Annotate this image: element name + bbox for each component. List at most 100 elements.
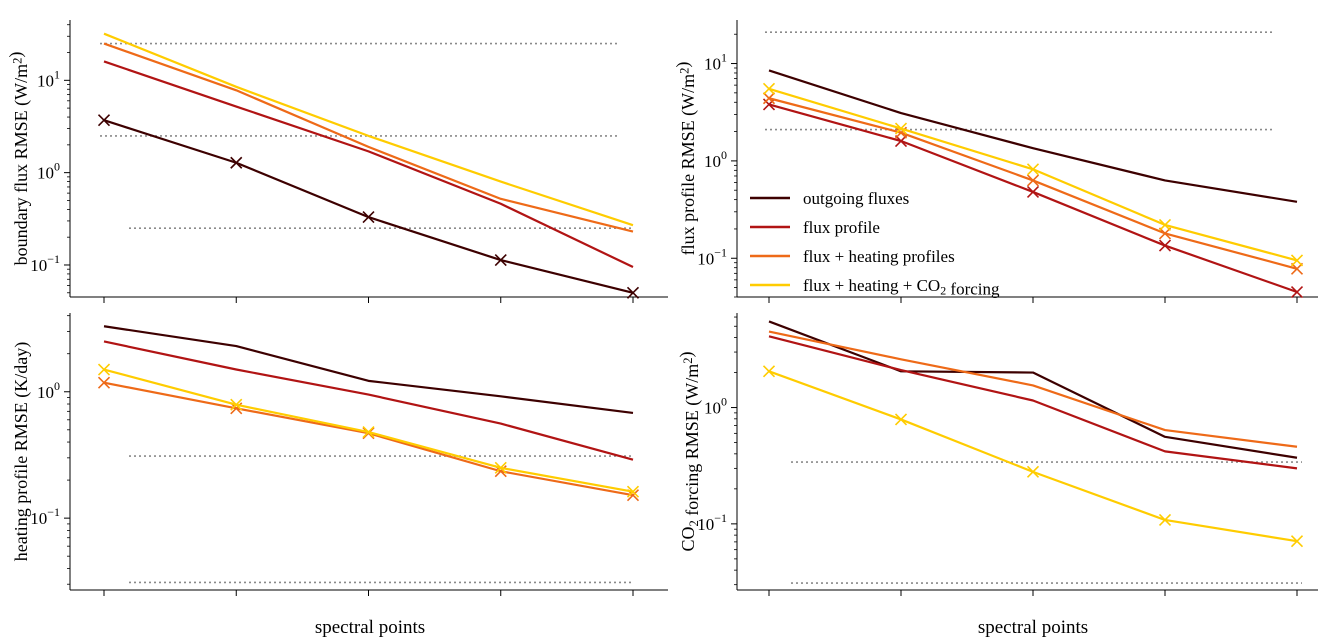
marker-stroke xyxy=(97,376,111,389)
data-point-marker xyxy=(230,156,243,169)
series-flux-profile xyxy=(762,98,1304,299)
y-tick-label: 100 xyxy=(704,148,727,171)
data-point-marker xyxy=(1158,513,1172,527)
series-flux-profile xyxy=(103,340,634,461)
series-flux-heating-co-forcing xyxy=(103,32,634,227)
y-tick-label: 100 xyxy=(37,379,60,402)
marker-stroke xyxy=(362,211,375,224)
y-axis-title: flux profile RMSE (W/m2) xyxy=(672,62,699,256)
marker-stroke xyxy=(762,82,776,95)
y-axis-title: heating profile RMSE (K/day) xyxy=(11,342,32,561)
marker-stroke xyxy=(1290,535,1304,548)
marker-stroke xyxy=(97,114,111,127)
series-flux-heating-co-forcing xyxy=(762,365,1304,548)
data-point-marker xyxy=(494,461,507,474)
y-tick-label: 100 xyxy=(704,395,727,418)
marker-stroke xyxy=(1026,465,1040,478)
legend-item: flux + heating profiles xyxy=(750,247,955,266)
data-point-marker xyxy=(762,365,776,378)
marker-stroke xyxy=(1026,185,1040,198)
series-line xyxy=(103,325,634,415)
marker-stroke xyxy=(1026,163,1040,176)
y-tick-label: 10−1 xyxy=(30,252,60,275)
marker-stroke xyxy=(1158,218,1172,231)
series-line xyxy=(768,97,1298,270)
data-point-marker xyxy=(362,425,375,439)
data-point-marker xyxy=(894,122,908,135)
series-outgoing-fluxes xyxy=(97,114,640,299)
marker-stroke xyxy=(1158,227,1172,240)
marker-stroke xyxy=(230,398,243,411)
series-flux-heating-profiles xyxy=(762,92,1304,275)
marker-stroke xyxy=(762,365,776,378)
data-point-marker xyxy=(1290,254,1304,267)
data-point-marker xyxy=(762,82,776,95)
legend-item: flux + heating + CO2 forcing xyxy=(750,276,1000,299)
marker-stroke xyxy=(230,156,243,169)
legend-item: flux profile xyxy=(750,218,880,237)
legend-label: flux profile xyxy=(803,218,880,237)
marker-stroke xyxy=(97,363,111,376)
data-point-marker xyxy=(894,413,908,426)
series-flux-heating-profiles xyxy=(103,42,634,233)
series-line xyxy=(768,320,1298,459)
data-point-marker xyxy=(97,376,111,389)
series-line xyxy=(768,370,1298,543)
y-tick-label: 10−1 xyxy=(697,245,727,268)
marker-stroke xyxy=(762,92,776,105)
marker-stroke xyxy=(626,489,640,502)
y-axis-title: boundary flux RMSE (W/m2) xyxy=(5,52,32,266)
series-line xyxy=(768,69,1298,203)
data-point-marker xyxy=(626,286,640,299)
legend: outgoing fluxes flux profile flux + heatin… xyxy=(750,189,1000,299)
series-line xyxy=(103,32,634,227)
series-flux-profile xyxy=(103,60,634,269)
series-line xyxy=(103,60,634,269)
series-outgoing-fluxes xyxy=(768,69,1298,203)
marker-stroke xyxy=(362,427,375,440)
marker-stroke xyxy=(1290,254,1304,267)
y-tick-label: 101 xyxy=(37,67,60,90)
series-flux-heating-co-forcing xyxy=(762,82,1304,267)
data-point-marker xyxy=(762,92,776,105)
marker-stroke xyxy=(494,461,507,474)
data-point-marker xyxy=(1158,227,1172,240)
series-flux-profile xyxy=(768,335,1298,470)
marker-stroke xyxy=(894,413,908,426)
legend-item: outgoing fluxes xyxy=(750,189,909,208)
data-point-marker xyxy=(626,485,640,498)
series-flux-heating-co-forcing xyxy=(97,363,640,498)
y-tick-label: 101 xyxy=(704,51,727,74)
data-point-marker xyxy=(97,114,111,127)
data-point-marker xyxy=(1158,218,1172,231)
x-axis-label-right: spectral points xyxy=(978,617,1088,638)
y-axis-title: CO2 forcing RMSE (W/m2) xyxy=(676,351,703,551)
y-tick-label: 10−1 xyxy=(30,505,60,528)
data-point-marker xyxy=(1290,285,1304,299)
legend-label: outgoing fluxes xyxy=(803,189,909,208)
data-point-marker xyxy=(1026,185,1040,198)
legend-label: flux + heating profiles xyxy=(803,247,955,266)
series-line xyxy=(103,42,634,233)
marker-stroke xyxy=(626,485,640,498)
marker-stroke xyxy=(1290,285,1304,299)
marker-stroke xyxy=(626,286,640,299)
data-point-marker xyxy=(97,363,111,376)
x-axis-label-left: spectral points xyxy=(315,617,425,638)
series-line xyxy=(103,368,634,493)
marker-stroke xyxy=(494,254,507,267)
y-tick-label: 10−1 xyxy=(697,511,727,534)
data-point-marker xyxy=(1158,239,1172,252)
data-point-marker xyxy=(362,211,375,224)
marker-stroke xyxy=(362,425,375,439)
series-line xyxy=(103,340,634,461)
data-point-marker xyxy=(1026,465,1040,478)
data-point-marker xyxy=(1026,163,1040,176)
marker-stroke xyxy=(762,98,776,111)
